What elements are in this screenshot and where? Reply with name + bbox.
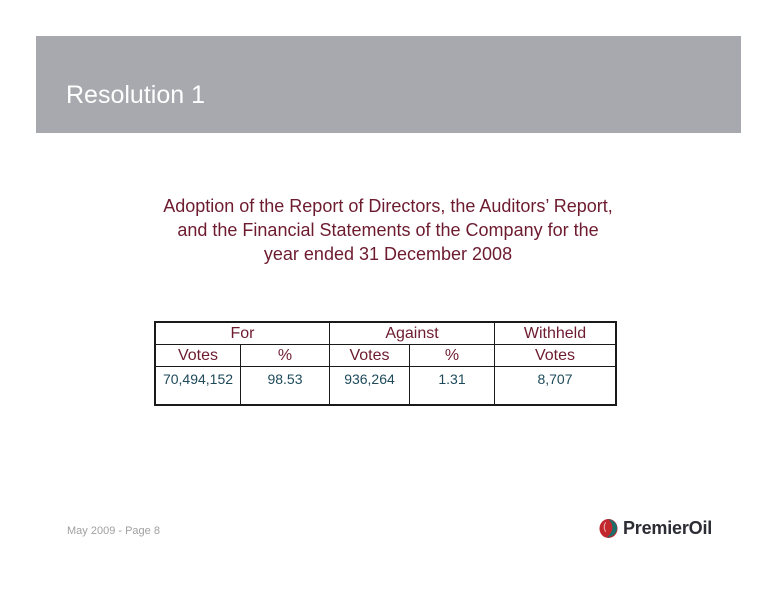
cell-withheld-votes: 8,707 (494, 366, 617, 406)
header-against: Against (329, 321, 495, 345)
header-for-percent: % (240, 344, 330, 367)
resolution-description: Adoption of the Report of Directors, the… (88, 194, 688, 266)
cell-for-votes: 70,494,152 (154, 366, 241, 406)
description-line-3: year ended 31 December 2008 (263, 244, 513, 264)
vote-results-table: For Against Withheld Votes % Votes % Vot… (154, 321, 617, 406)
header-withheld: Withheld (494, 321, 617, 345)
cell-against-percent: 1.31 (409, 366, 495, 406)
header-withheld-votes: Votes (494, 344, 617, 367)
slide-title: Resolution 1 (66, 81, 205, 109)
table-group-header-row: For Against Withheld (154, 321, 617, 345)
company-logo: PremierOil (599, 516, 712, 540)
title-bar: Resolution 1 (36, 36, 741, 133)
table-row: 70,494,152 98.53 936,264 1.31 8,707 (154, 366, 617, 406)
footer-page-info: May 2009 - Page 8 (67, 525, 160, 537)
logo-wordmark: PremierOil (623, 517, 713, 538)
header-for: For (154, 321, 330, 345)
header-for-votes: Votes (154, 344, 241, 367)
header-against-votes: Votes (329, 344, 410, 367)
header-against-percent: % (409, 344, 495, 367)
description-line-2: and the Financial Statements of the Comp… (177, 220, 599, 240)
cell-against-votes: 936,264 (329, 366, 410, 406)
description-line-1: Adoption of the Report of Directors, the… (163, 196, 613, 216)
cell-for-percent: 98.53 (240, 366, 330, 406)
table-sub-header-row: Votes % Votes % Votes (154, 344, 617, 367)
premier-oil-logo-icon (599, 518, 618, 538)
